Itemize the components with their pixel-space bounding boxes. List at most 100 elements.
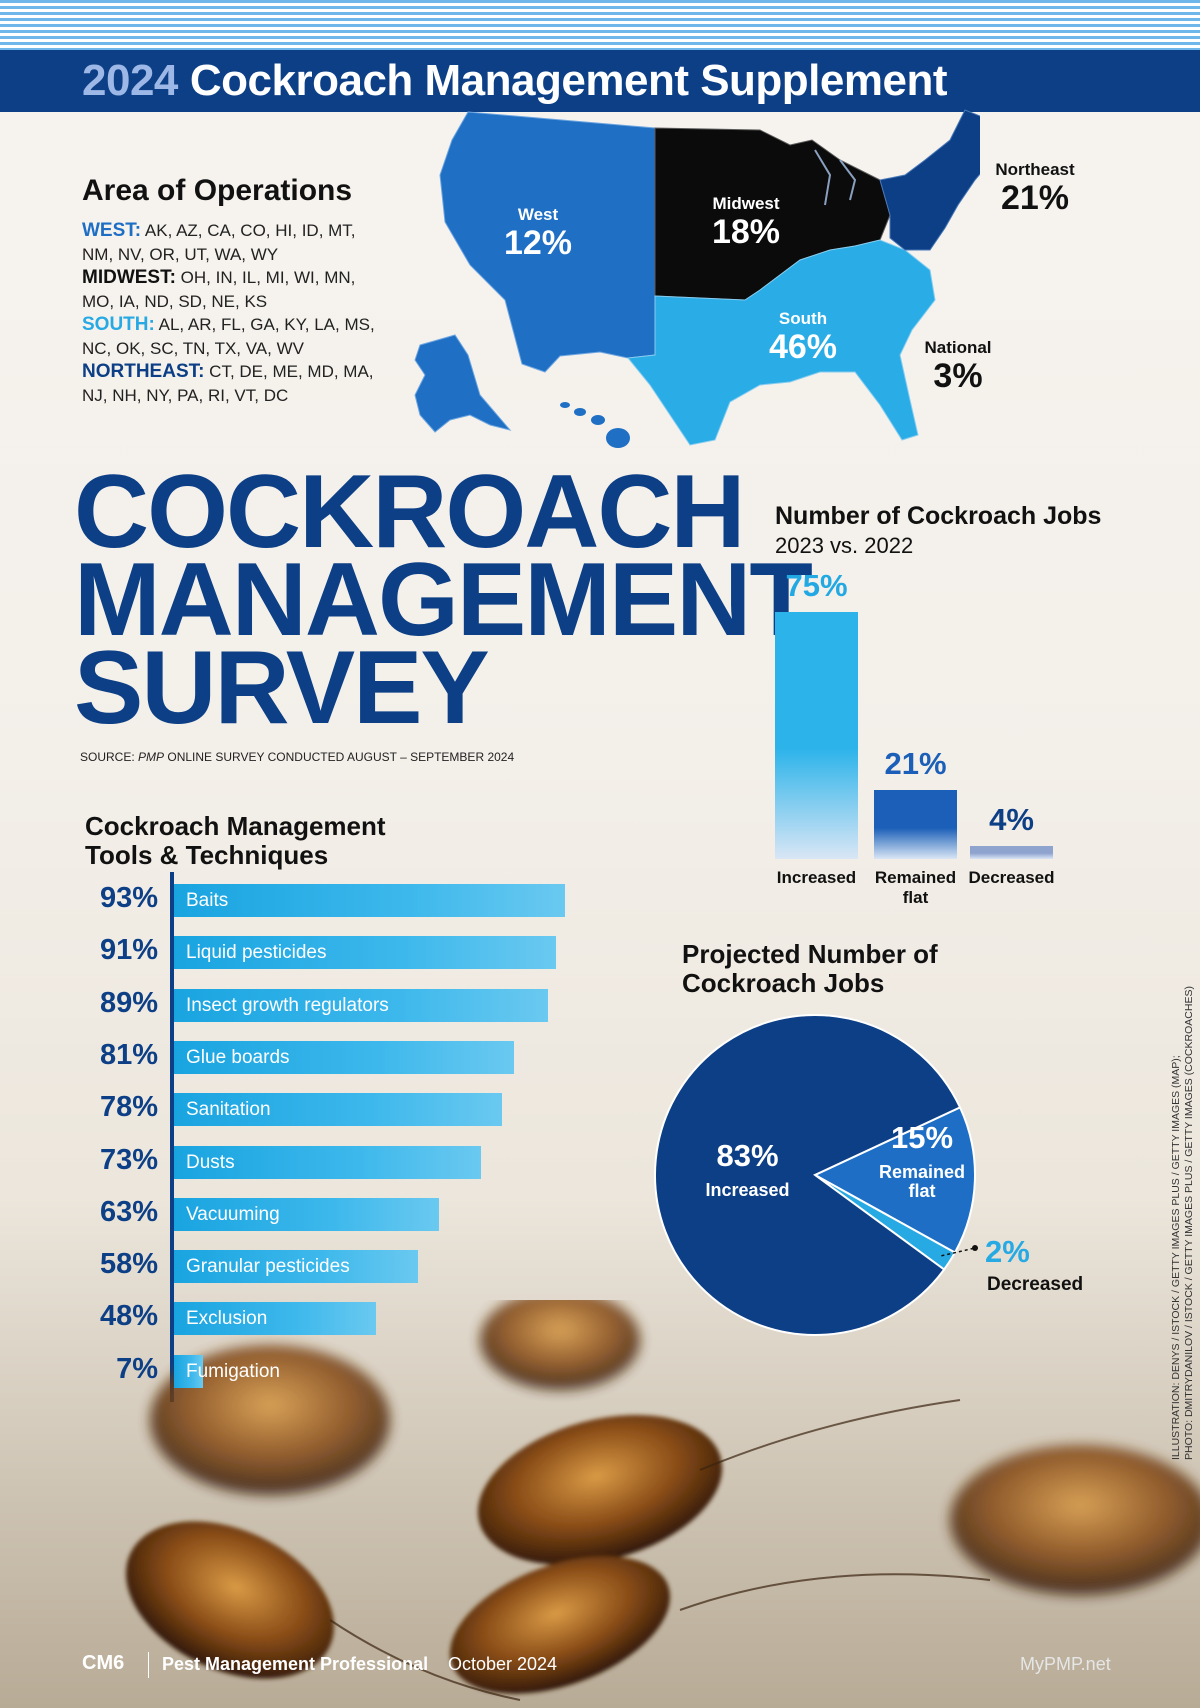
tools-bar (174, 1145, 481, 1179)
tools-bar-value-label: 93% (99, 882, 158, 914)
pie-category-label-increased: Increased (705, 1180, 790, 1200)
tools-bar (174, 884, 565, 917)
map-region-northeast (879, 109, 980, 251)
source-note: SOURCE: PMP ONLINE SURVEY CONDUCTED AUGU… (80, 750, 514, 764)
region-entry-west: WEST: AK, AZ, CA, CO, HI, ID, MT, NM, NV… (82, 220, 412, 267)
tools-bar (174, 936, 557, 970)
header-stripes (0, 0, 1200, 52)
survey-title-line2: MANAGEMENT (74, 542, 813, 658)
survey-title-line3: SURVEY (74, 630, 490, 746)
us-region-map (414, 109, 980, 448)
header-bar (0, 50, 1200, 112)
tools-bar-value-label: 63% (99, 1195, 158, 1228)
map-label-national-name: National (924, 338, 992, 357)
header-year: 2024 (82, 56, 178, 105)
tools-bar (174, 1197, 439, 1231)
pie-category-label-flat: flat (908, 1181, 936, 1201)
source-prefix: SOURCE: (80, 750, 139, 764)
footer-divider (148, 1652, 149, 1678)
map-label-northeast: Northeast 21% (985, 160, 1085, 216)
tools-bar-value-label: 91% (99, 934, 158, 967)
tools-chart-axis-line (170, 872, 174, 1402)
region-states-south-1: AL, AR, FL, GA, KY, LA, MS, (154, 315, 375, 334)
footer-issue: October 2024 (448, 1654, 558, 1674)
tools-bar-category-label: Insect growth regulators (186, 994, 389, 1016)
tools-bar (174, 1302, 376, 1336)
source-publication: PMP (138, 750, 165, 764)
region-states-west-1: AK, AZ, CA, CO, HI, ID, MT, (141, 221, 356, 240)
area-of-operations-list: WEST: AK, AZ, CA, CO, HI, ID, MT, NM, NV… (82, 220, 412, 408)
map-label-national-value: 3% (933, 357, 983, 395)
jobs-bar-category-label: flat (902, 888, 929, 907)
map-label-west-name: West (517, 205, 559, 224)
map-label-south: South 46% (758, 309, 848, 365)
pie-value-label-flat: 15% (890, 1120, 954, 1155)
region-key-midwest: MIDWEST: (82, 267, 176, 288)
jobs-bar-value-label: 21% (884, 745, 947, 781)
jobs-bar-category-label: Increased (776, 868, 857, 887)
map-label-midwest-value: 18% (711, 213, 781, 251)
tools-chart-title-line2: Tools & Techniques (85, 840, 329, 870)
jobs-bar-value-label: 4% (989, 801, 1034, 837)
map-label-south-name: South (778, 309, 828, 328)
pie-leader-dot (972, 1245, 978, 1251)
jobs-bar-category-label: Remained (874, 868, 957, 887)
tools-bar (174, 1040, 515, 1074)
map-region-south (627, 239, 936, 446)
projected-chart-title: Projected Number of Cockroach Jobs (682, 940, 938, 998)
tools-bar-category-label: Granular pesticides (186, 1256, 350, 1278)
header-title-text: Cockroach Management Supplement (189, 56, 948, 105)
header-title: 2024 Cockroach Management Supplement (82, 52, 948, 110)
map-label-northeast-name: Northeast (995, 160, 1075, 179)
region-entry-south: SOUTH: AL, AR, FL, GA, KY, LA, MS, NC, O… (82, 314, 412, 361)
tools-bar (174, 988, 548, 1022)
footer-site-link[interactable]: MyPMP.net (1020, 1654, 1111, 1674)
map-label-midwest: Midwest 18% (700, 194, 792, 250)
tools-bar-category-label: Dusts (186, 1151, 235, 1173)
region-states-west-2: NM, NV, OR, UT, WA, WY (82, 244, 279, 264)
tools-bar-category-label: Exclusion (186, 1308, 268, 1330)
region-states-south-2: NC, OK, SC, TN, TX, VA, WV (82, 338, 304, 358)
region-states-midwest-1: OH, IN, IL, MI, WI, MN, (175, 268, 356, 287)
map-label-west-value: 12% (503, 224, 573, 262)
tools-bar-category-label: Liquid pesticides (186, 942, 327, 964)
tools-bar-category-label: Baits (186, 890, 229, 911)
tools-bar-value-label: 73% (99, 1143, 158, 1176)
footer-page-number: CM6 (82, 1652, 125, 1674)
area-of-operations-heading: Area of Operations (82, 174, 353, 207)
pie-value-label-increased: 83% (716, 1138, 779, 1173)
tools-bar-category-label: Vacuuming (186, 1203, 280, 1225)
jobs-bar (970, 845, 1053, 859)
pie-category-label-decreased: Decreased (987, 1274, 1084, 1295)
tools-bar-category-label: Fumigation (186, 1360, 280, 1382)
region-entry-midwest: MIDWEST: OH, IN, IL, MI, WI, MN, MO, IA,… (82, 267, 412, 314)
pie-slice (812, 1106, 976, 1254)
region-states-northeast-1: CT, DE, ME, MD, MA, (204, 362, 374, 381)
footer-magazine: Pest Management Professional (162, 1654, 429, 1674)
tools-bar-value-label: 58% (99, 1248, 158, 1281)
tools-bar-category-label: Glue boards (186, 1046, 290, 1068)
jobs-bar-value-label: 75% (785, 568, 848, 603)
jobs-chart-subtitle: 2023 vs. 2022 (775, 533, 914, 558)
tools-bar (174, 1093, 502, 1127)
tools-bar-value-label: 89% (99, 986, 158, 1019)
tools-chart-title-line1: Cockroach Management (85, 811, 386, 841)
tools-bar-value-label: 7% (116, 1352, 158, 1385)
region-states-midwest-2: MO, IA, ND, SD, NE, KS (82, 291, 268, 311)
map-great-lakes (814, 149, 857, 206)
jobs-bar (874, 789, 957, 859)
jobs-bar (775, 612, 858, 859)
tools-bar (174, 1250, 418, 1284)
map-label-west: West 12% (498, 205, 578, 261)
map-label-midwest-name: Midwest (712, 194, 780, 213)
region-key-west: WEST: (82, 220, 142, 241)
tools-bar-value-label: 81% (99, 1038, 158, 1071)
tools-bar-category-label: Sanitation (186, 1099, 271, 1121)
region-key-northeast: NORTHEAST: (82, 361, 205, 382)
map-label-south-value: 46% (768, 328, 838, 366)
region-entry-northeast: NORTHEAST: CT, DE, ME, MD, MA, NJ, NH, N… (82, 361, 412, 408)
projected-chart-title-line2: Cockroach Jobs (682, 968, 885, 998)
cockroach-photo (126, 1300, 1200, 1701)
map-label-northeast-value: 21% (1000, 179, 1070, 217)
